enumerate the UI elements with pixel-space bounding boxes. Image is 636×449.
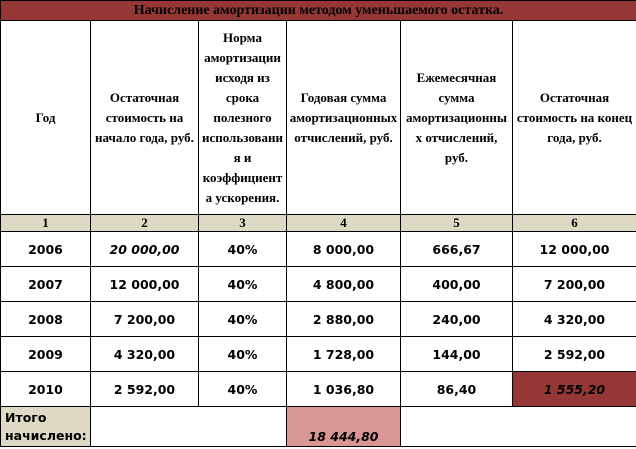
data-cell: 2 880,00 [286, 301, 401, 337]
data-cell: 666,67 [400, 231, 513, 267]
data-cell: 1 036,80 [286, 371, 401, 407]
data-cell: 4 320,00 [90, 336, 199, 372]
data-cell: 40% [198, 371, 287, 407]
data-cell: 1 728,00 [286, 336, 401, 372]
data-cell: 8 000,00 [286, 231, 401, 267]
data-cell: 2009 [0, 336, 91, 372]
data-row: 2009 4 320,00 40% 1 728,00 144,00 2 592,00 [0, 336, 636, 372]
column-number: 5 [400, 214, 513, 232]
data-cell: 40% [198, 301, 287, 337]
data-cell: 12 000,00 [512, 231, 636, 267]
data-cell: 4 320,00 [512, 301, 636, 337]
table-title: Начисление амортизации методом уменьшаем… [0, 0, 636, 21]
column-number: 3 [198, 214, 287, 232]
data-cell: 12 000,00 [90, 266, 199, 302]
data-row: 2010 2 592,00 40% 1 036,80 86,40 1 555,20 [0, 371, 636, 407]
data-cell: 2 592,00 [512, 336, 636, 372]
header-cell: Годовая сумма амортизационных отчислений… [286, 20, 401, 215]
data-cell: 7 200,00 [90, 301, 199, 337]
data-cell: 144,00 [400, 336, 513, 372]
data-cell: 40% [198, 266, 287, 302]
empty-cell [90, 406, 287, 447]
empty-cell [400, 406, 636, 447]
data-cell: 4 800,00 [286, 266, 401, 302]
data-cell: 2010 [0, 371, 91, 407]
data-cell: 2008 [0, 301, 91, 337]
header-row: Год Остаточная стоимость на начало года, … [0, 20, 636, 215]
data-cell: 240,00 [400, 301, 513, 337]
column-number: 4 [286, 214, 401, 232]
data-cell: 2007 [0, 266, 91, 302]
data-row: 2008 7 200,00 40% 2 880,00 240,00 4 320,00 [0, 301, 636, 337]
column-number: 1 [0, 214, 91, 232]
total-row: Итого начислено: 18 444,80 [0, 406, 636, 447]
data-cell: 40% [198, 231, 287, 267]
total-value: 18 444,80 [286, 406, 401, 447]
data-row: 2006 20 000,00 40% 8 000,00 666,67 12 000,00 [0, 231, 636, 267]
data-cell: 86,40 [400, 371, 513, 407]
data-row: 2007 12 000,00 40% 4 800,00 400,00 7 200,00 [0, 266, 636, 302]
header-cell: Ежемесячная сумма амортизационных отчисл… [400, 20, 513, 215]
header-cell: Год [0, 20, 91, 215]
header-cell: Остаточная стоимость на начало года, руб… [90, 20, 199, 215]
column-number: 2 [90, 214, 199, 232]
data-cell: 400,00 [400, 266, 513, 302]
header-cell: Норма амортизации исходя из срока полезн… [198, 20, 287, 215]
data-cell: 20 000,00 [90, 231, 199, 267]
data-cell: 1 555,20 [512, 371, 636, 407]
data-cell: 7 200,00 [512, 266, 636, 302]
header-cell: Остаточная стоимость на конец года, руб. [512, 20, 636, 215]
data-cell: 2006 [0, 231, 91, 267]
total-label: Итого начислено: [0, 406, 91, 447]
column-number: 6 [512, 214, 636, 232]
data-cell: 2 592,00 [90, 371, 199, 407]
data-cell: 40% [198, 336, 287, 372]
